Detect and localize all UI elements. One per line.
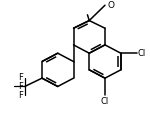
Text: O: O <box>107 1 114 10</box>
Text: F: F <box>18 91 23 100</box>
Text: F: F <box>18 82 23 91</box>
Text: F: F <box>18 73 23 82</box>
Text: Cl: Cl <box>138 49 146 58</box>
Text: Cl: Cl <box>101 97 109 106</box>
